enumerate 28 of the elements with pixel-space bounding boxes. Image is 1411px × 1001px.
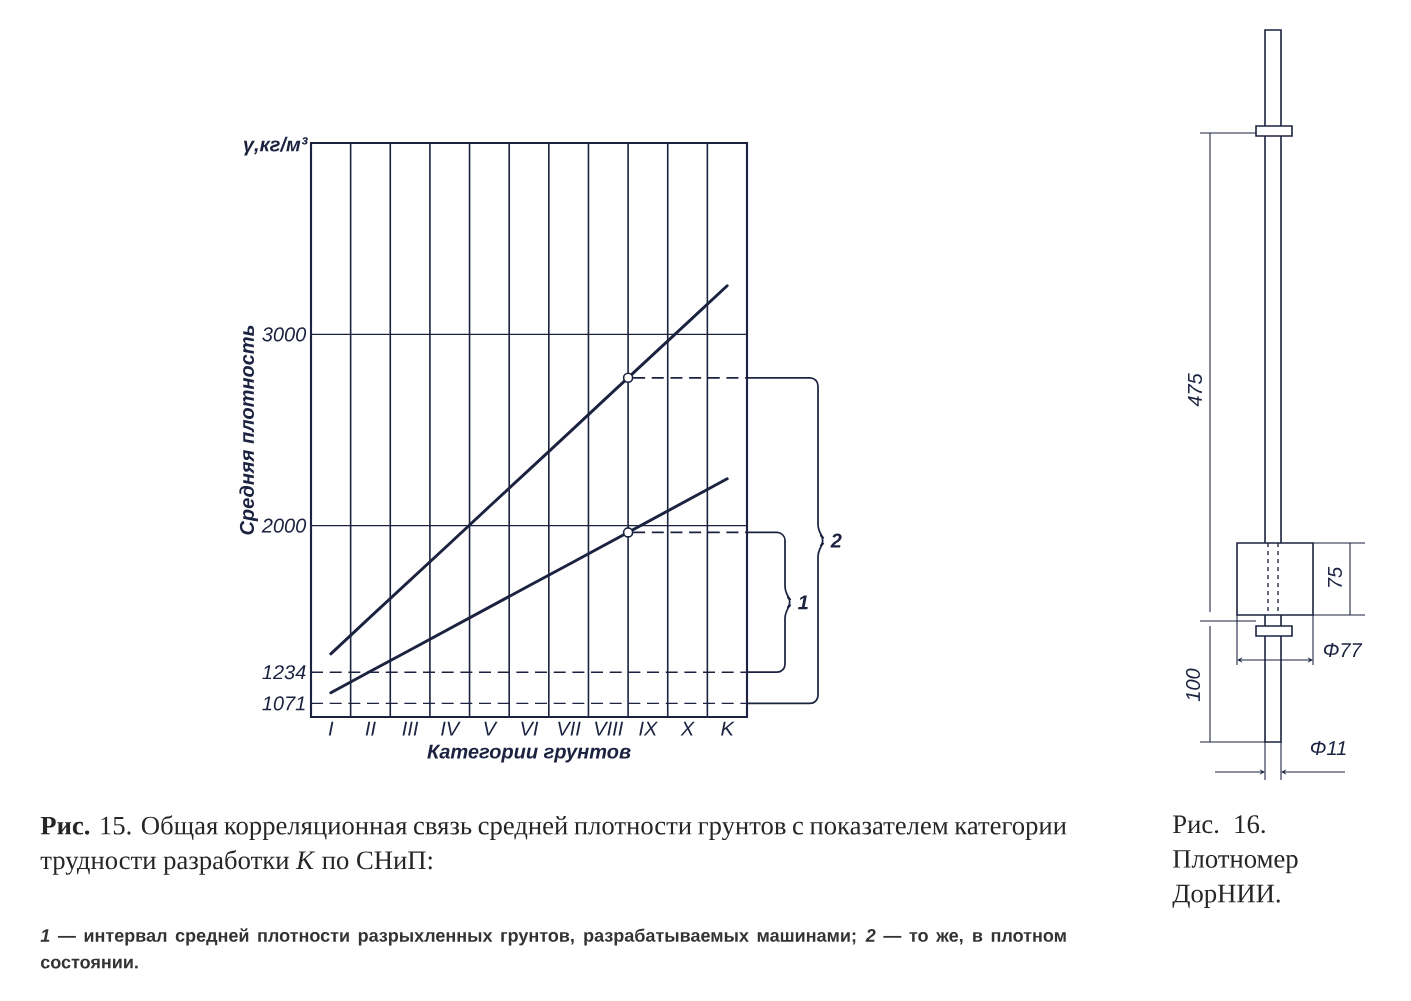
text: 2 [830, 533, 842, 548]
x-tick-label: VIII [595, 721, 624, 736]
x-tick-label: I [328, 721, 334, 736]
x-axis-title: Категории грунтов [427, 744, 631, 763]
x-tick-label: IX [639, 721, 658, 736]
y-tick-label: 1071 [262, 696, 305, 711]
x-tick-label: VI [521, 721, 539, 736]
text: 475 [1188, 373, 1202, 407]
y-tick-label: 1234 [262, 665, 306, 680]
text: Φ77 [1323, 643, 1363, 657]
x-tick-label: II [365, 721, 376, 736]
text: 1 — интервал средней плотности разрыхленных грунтов, разрабатываемых машинами; 2 — то же, в плотном состоянии. [40, 928, 1066, 969]
text: 75 [1328, 566, 1342, 588]
y-tick-label: 3000 [262, 327, 307, 342]
x-tick-label: III [402, 721, 419, 736]
x-tick-label: X [680, 721, 695, 736]
x-tick-label: IV [441, 721, 461, 736]
x-tick-label: V [484, 721, 498, 736]
text: Рис. 15. Общая корреляционная связь средней плотности грунтов с показателем категории трудности разработки K по СНиП: [40, 815, 1067, 875]
x-tick-label: VII [558, 721, 581, 736]
text: 1 [798, 595, 808, 610]
x-tick-label: K [721, 721, 735, 736]
text: 100 [1185, 668, 1201, 702]
text: γ,кг/м³ [243, 136, 308, 156]
text: Рис. 16. Плотномер ДорНИИ. [1172, 815, 1298, 908]
y-axis-title: Средняя плотность [239, 325, 258, 535]
text: Φ11 [1310, 741, 1346, 755]
y-tick-label: 2000 [261, 518, 307, 533]
